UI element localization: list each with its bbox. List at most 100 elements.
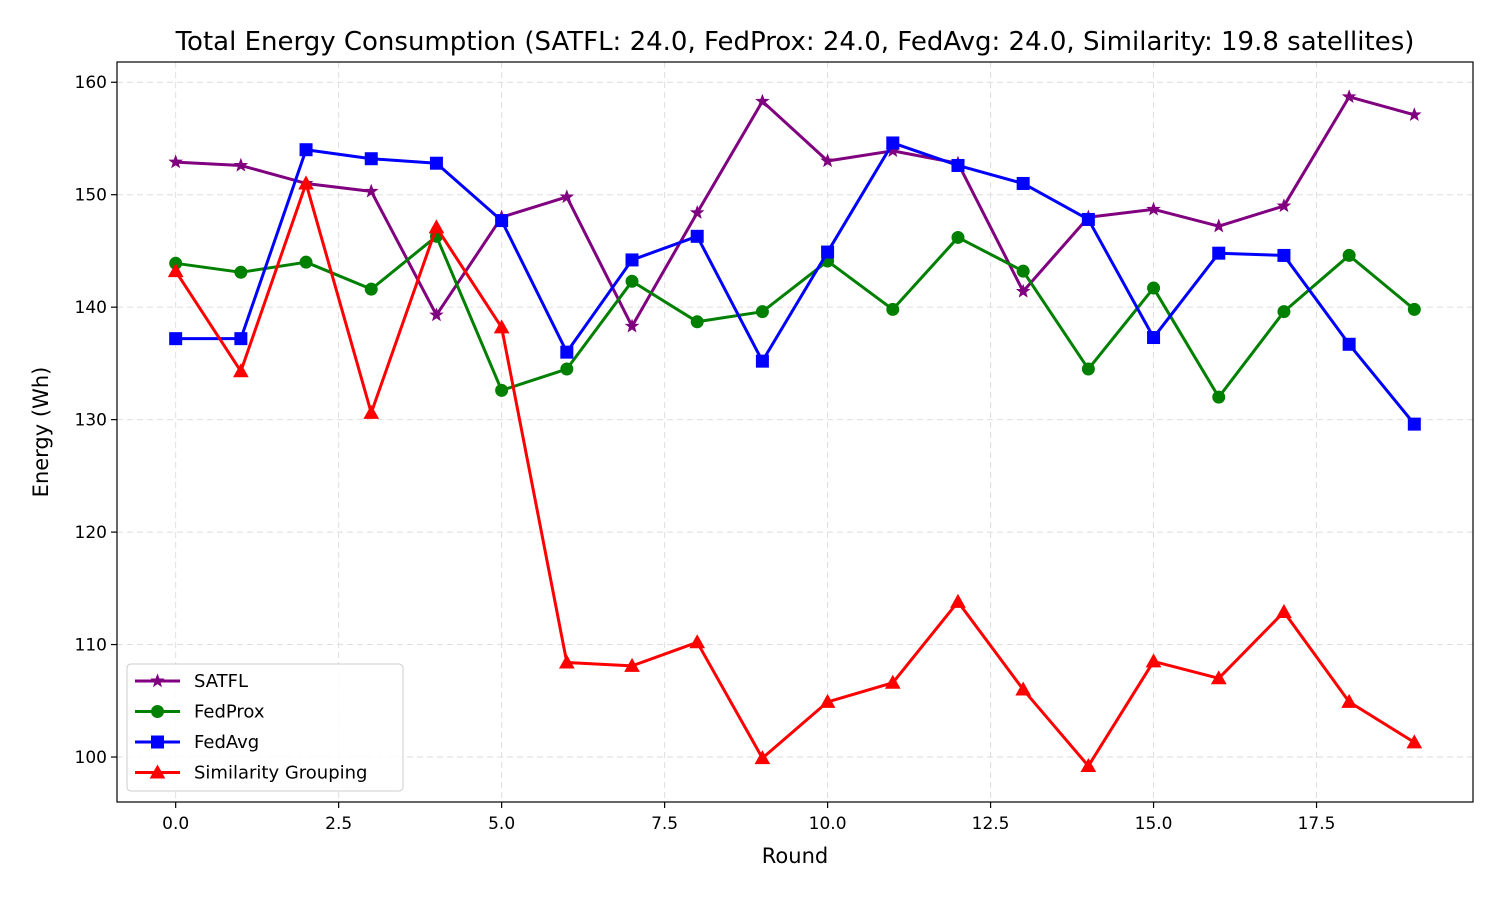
data-point-fedavg [1407,417,1421,431]
data-point-similarity-grouping [1015,681,1032,696]
y-tick-label: 140 [75,298,107,318]
legend-marker [150,673,165,688]
series-fedavg [169,136,1421,431]
data-point-fedprox [299,255,313,269]
y-tick-label: 120 [75,523,107,543]
data-point-satfl [1211,218,1227,233]
data-point-fedprox [1016,264,1030,278]
x-axis-ticks: 0.0 2.5 5.0 7.5 10.0 12.5 15.0 17.5 [162,802,1335,834]
data-point-fedavg [821,245,835,259]
x-tick-label: 2.5 [325,814,352,834]
data-point-satfl [1341,89,1357,104]
y-tick-label: 110 [75,636,107,656]
data-point-fedprox [1212,390,1226,404]
legend-item-fedavg: FedAvg [135,732,259,753]
data-point-satfl [1276,198,1292,213]
series-line-satfl [175,95,1415,328]
legend-label: Similarity Grouping [194,763,367,784]
data-point-similarity-grouping [819,693,836,708]
data-point-fedavg [1342,337,1356,351]
data-point-fedavg [1016,176,1030,190]
data-point-fedavg [429,156,443,170]
x-tick-label: 15.0 [1135,814,1173,834]
data-point-similarity-grouping [167,263,184,278]
data-point-fedavg [755,354,769,368]
x-axis-label: Round [762,844,828,868]
y-axis-label: Energy (Wh) [29,367,53,498]
data-point-satfl [363,183,379,198]
data-point-similarity-grouping [884,674,901,689]
data-point-fedprox [560,362,574,376]
series-layer [167,89,1423,773]
x-tick-label: 12.5 [972,814,1010,834]
data-point-fedprox [755,305,769,319]
x-tick-label: 0.0 [162,814,189,834]
data-point-satfl [624,318,640,333]
data-point-similarity-grouping [754,750,771,765]
data-point-fedavg [951,158,965,172]
data-point-similarity-grouping [493,319,510,334]
series-fedprox [169,229,1421,404]
y-tick-label: 150 [75,186,107,206]
data-point-fedprox [234,265,248,279]
series-line-fedprox [175,234,1416,399]
chart-title: Total Energy Consumption (SATFL: 24.0, F… [175,27,1415,57]
data-point-similarity-grouping [233,363,249,378]
y-tick-label: 160 [75,73,107,93]
data-point-fedavg [364,152,378,166]
data-point-similarity-grouping [298,175,314,190]
data-point-fedprox [364,282,378,296]
data-point-fedavg [234,332,248,346]
series-line-fedavg [175,141,1416,426]
data-point-fedavg [1147,331,1161,345]
legend-label: SATFL [194,671,248,692]
data-point-fedprox [495,383,509,397]
x-tick-label: 17.5 [1298,814,1336,834]
data-point-similarity-grouping [558,654,575,669]
data-point-similarity-grouping [1276,603,1292,618]
data-point-satfl [1015,283,1031,298]
legend-box [126,663,404,792]
y-tick-label: 100 [75,748,107,768]
data-point-similarity-grouping [1145,653,1162,668]
data-point-similarity-grouping [1080,757,1097,773]
data-point-similarity-grouping [624,657,640,672]
data-point-fedprox [886,302,900,316]
data-point-fedprox [1342,248,1356,262]
data-point-satfl [1407,107,1422,122]
legend-marker [151,705,164,718]
y-tick-label: 130 [75,411,107,431]
data-point-fedprox [690,315,704,329]
data-point-satfl [429,307,444,322]
data-point-fedavg [169,332,183,346]
data-point-similarity-grouping [1341,693,1357,708]
x-tick-label: 7.5 [651,814,678,834]
data-point-similarity-grouping [689,634,706,649]
x-tick-label: 5.0 [488,814,515,834]
data-point-satfl [233,157,249,172]
data-point-fedprox [625,274,639,288]
series-satfl [168,89,1422,333]
data-point-similarity-grouping [428,219,445,234]
data-point-fedprox [1147,281,1161,295]
data-point-satfl [820,153,835,168]
data-point-fedprox [1081,362,1095,376]
data-point-fedavg [1277,248,1291,262]
data-point-similarity-grouping [363,404,380,419]
data-point-fedavg [299,143,313,157]
data-point-satfl [689,205,705,219]
data-point-satfl [168,154,183,169]
legend-label: FedProx [194,702,265,723]
legend: SATFL FedProx FedAvg Similarity Grouping [126,663,404,792]
data-point-satfl [755,93,770,108]
legend-item-fedprox: FedProx [135,702,265,723]
legend-label: FedAvg [194,732,259,753]
legend-marker [149,764,166,779]
x-tick-label: 10.0 [809,814,847,834]
y-axis-ticks: 100 110 120 130 140 150 160 [75,73,117,768]
data-point-similarity-grouping [1406,734,1423,749]
series-line-similarity-grouping [174,181,1416,768]
legend-marker [151,735,164,749]
data-point-similarity-grouping [1210,670,1227,685]
